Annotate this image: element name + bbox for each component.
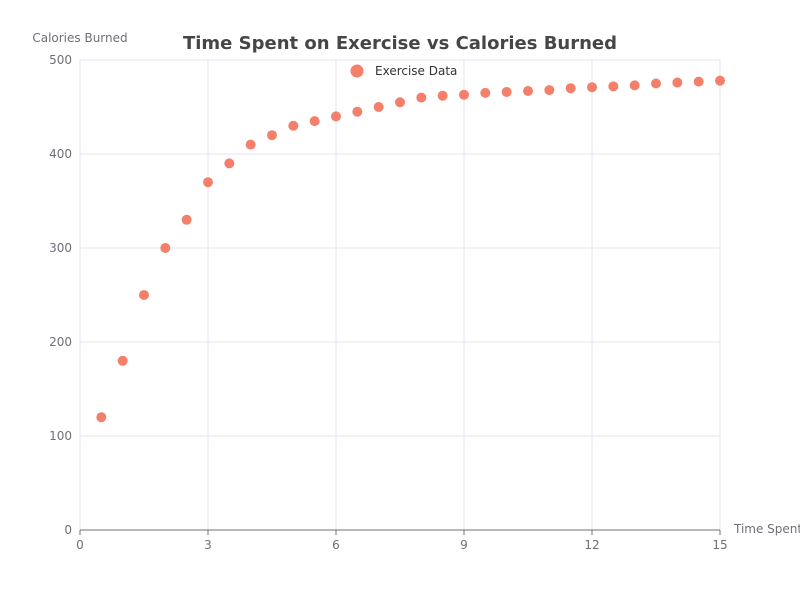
data-point[interactable] [480,87,491,98]
y-tick-label: 300 [49,241,72,255]
data-point[interactable] [352,106,363,117]
x-tick-label: 9 [460,538,468,552]
legend[interactable]: Exercise Data [350,64,458,78]
data-point[interactable] [608,81,619,92]
data-point[interactable] [309,116,320,127]
data-points [96,75,725,423]
data-point[interactable] [672,77,683,88]
data-point[interactable] [181,214,192,225]
data-point[interactable] [139,290,149,300]
data-point[interactable] [544,85,555,96]
y-tick-label: 0 [64,523,72,537]
chart-title: Time Spent on Exercise vs Calories Burne… [183,33,617,54]
data-point[interactable] [587,82,597,93]
data-point[interactable] [523,86,533,97]
data-point[interactable] [565,83,576,94]
data-point[interactable] [203,177,213,188]
data-point[interactable] [715,75,725,86]
data-point[interactable] [267,130,277,141]
data-point[interactable] [395,97,405,108]
y-tick-label: 400 [49,147,72,161]
data-point[interactable] [160,243,171,253]
x-tick-label: 3 [204,538,212,552]
x-tick-label: 12 [584,538,599,552]
data-point[interactable] [224,158,235,169]
data-point[interactable] [331,111,341,122]
data-point[interactable] [629,80,640,91]
data-point[interactable] [416,92,427,103]
data-point[interactable] [288,120,299,131]
data-point[interactable] [117,355,128,366]
legend-label: Exercise Data [375,64,457,78]
x-tick-label: 15 [712,538,727,552]
y-tick-label: 200 [49,335,72,349]
data-point[interactable] [459,89,469,100]
x-tick-label: 6 [332,538,340,552]
tick-labels: 0 100 200 300 400 500 0 3 6 9 12 15 [49,53,728,552]
data-point[interactable] [437,90,448,101]
x-axis-label: Time Spent [733,522,800,536]
y-axis-label: Calories Burned [32,31,127,45]
data-point[interactable] [245,139,256,150]
data-point[interactable] [96,412,107,423]
y-tick-label: 100 [49,429,72,443]
data-point[interactable] [373,102,384,112]
y-tick-label: 500 [49,53,72,67]
data-point[interactable] [693,76,704,87]
data-point[interactable] [651,78,661,89]
data-point[interactable] [501,86,512,97]
grid [79,59,721,530]
x-tick-label: 0 [76,538,84,552]
legend-marker [350,64,364,78]
